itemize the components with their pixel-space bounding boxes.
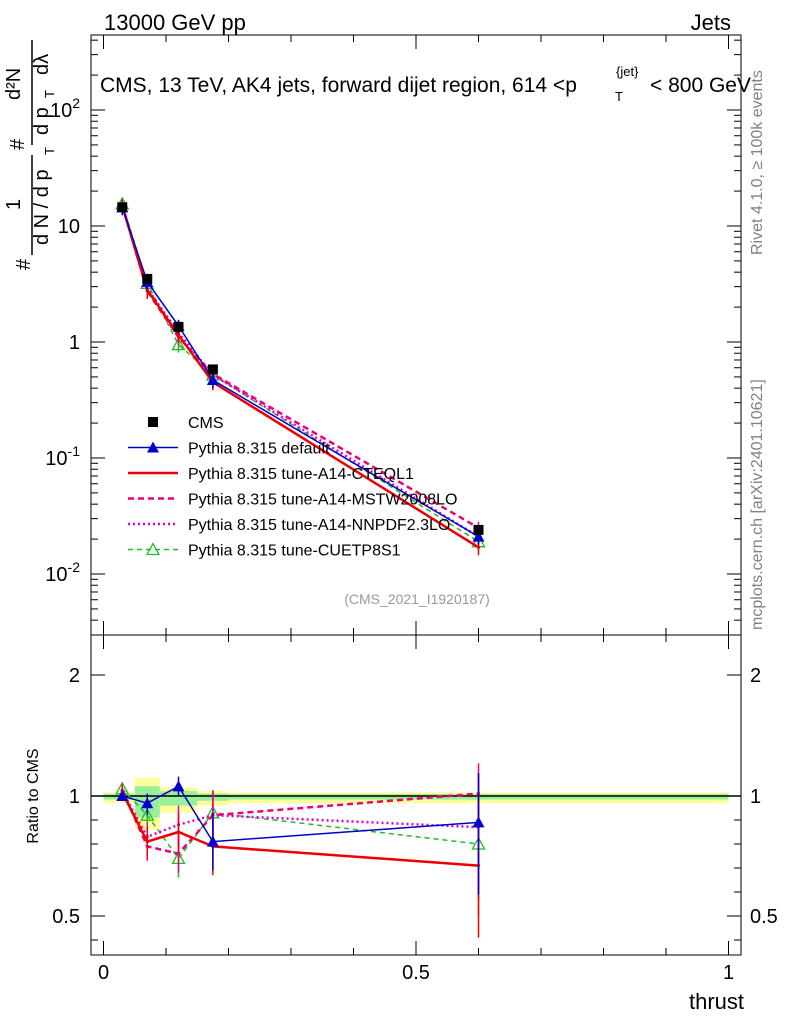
y-label-T1: T	[42, 147, 57, 155]
ratio-point-mstw	[176, 852, 181, 856]
main-y-tick-label: 10-1	[45, 443, 80, 470]
title-main: CMS, 13 TeV, AK4 jets, forward dijet reg…	[100, 74, 577, 97]
main-y-tick-label: 1	[69, 332, 80, 354]
ratio-series	[115, 763, 486, 938]
title-sup: {jet}	[616, 64, 639, 79]
legend-label: CMS	[188, 415, 224, 432]
ratio-series-mstw	[120, 763, 481, 873]
main-point-default	[206, 374, 219, 386]
watermark: (CMS_2021_I1920187)	[344, 591, 490, 607]
x-tick-label: 1	[723, 962, 734, 984]
y-label-hash-1: #	[13, 258, 35, 270]
main-y-ticks: 10-2 10-1 1 10 102	[45, 35, 741, 635]
main-y-label: # 1 d N / d p T # d²N d p T dλ	[3, 40, 57, 270]
ratio-point-default	[116, 790, 129, 801]
header-right: Jets	[691, 10, 731, 35]
ratio-y-label: Ratio to CMS	[25, 748, 42, 843]
y-label-dpT-dl: d p	[31, 107, 53, 135]
ratio-y-tick-label-right: 0.5	[750, 906, 778, 928]
main-series-cms	[117, 202, 484, 535]
main-line-nnpdf	[121, 205, 480, 538]
mcplots-label: mcplots.cern.ch [arXiv:2401.10621]	[749, 379, 766, 630]
main-line-default	[121, 207, 479, 538]
main-point-cteql1	[476, 545, 481, 549]
legend-item-default: Pythia 8.315 default	[128, 441, 330, 458]
main-y-tick-label: 102	[50, 95, 80, 122]
legend-item-nnpdf: Pythia 8.315 tune-A14-NNPDF2.3LO	[128, 517, 450, 534]
legend-marker	[145, 542, 161, 556]
legend-item-mstw: Pythia 8.315 tune-A14-MSTW2008LO	[128, 492, 457, 509]
x-axis-label: thrust	[689, 989, 744, 1014]
legend-label: Pythia 8.315 default	[188, 441, 330, 458]
title-end: < 800 GeV	[650, 74, 751, 97]
ratio-ticks: 0.5 0.5 1 1 2 2 0 0.5 1	[52, 635, 778, 984]
ratio-series-default	[116, 773, 485, 895]
ratio-point-default	[141, 797, 154, 809]
legend-marker	[147, 441, 159, 453]
legend-item-cms: CMS	[148, 415, 224, 432]
legend-label: Pythia 8.315 tune-CUETP8S1	[188, 543, 401, 560]
ratio-point-default	[172, 780, 185, 792]
header-left: 13000 GeV pp	[104, 10, 246, 35]
title-sub: T	[615, 89, 623, 104]
ratio-y-tick-label: 0.5	[52, 906, 80, 928]
main-series-mstw	[120, 198, 481, 536]
y-label-one: 1	[3, 199, 25, 210]
ratio-y-tick-label-right: 1	[750, 786, 761, 808]
main-point-cms	[473, 524, 484, 535]
y-label-dN-dpT: d N / d p	[31, 169, 53, 245]
main-point-cteql1	[176, 333, 181, 337]
y-label-d2N: d²N	[3, 68, 25, 100]
ratio-y-tick-label: 2	[69, 665, 80, 687]
main-y-tick-label: 10-2	[45, 559, 80, 586]
ratio-y-tick-label: 1	[69, 786, 80, 808]
main-panel: 10-2 10-1 1 10 102 (CMS_2021_I1920187) CMS Py…	[45, 34, 742, 636]
main-point-cms	[117, 202, 128, 213]
plot-title: CMS, 13 TeV, AK4 jets, forward dijet reg…	[100, 64, 751, 104]
legend-item-cuetp8s1: Pythia 8.315 tune-CUETP8S1	[128, 542, 401, 560]
ratio-point-default	[206, 835, 219, 847]
legend: CMS Pythia 8.315 default Pythia 8.315 tune…	[128, 415, 457, 560]
x-tick-label: 0.5	[402, 962, 430, 984]
main-y-tick-label: 10	[58, 216, 80, 238]
main-point-default	[472, 530, 485, 542]
ratio-point-cuetp8s1	[140, 807, 155, 821]
ratio-uncertainty-band	[103, 777, 729, 830]
ratio-point-cteql1	[176, 830, 181, 834]
x-tick-label: 0	[98, 962, 109, 984]
main-series	[115, 196, 486, 556]
y-label-dlambda: dλ	[31, 54, 53, 75]
main-point-cms	[173, 321, 184, 332]
y-label-hash-2: #	[7, 138, 29, 150]
legend-label: Pythia 8.315 tune-A14-CTEQL1	[188, 466, 414, 483]
ratio-point-cteql1	[145, 840, 149, 844]
ratio-line-cuetp8s1	[121, 788, 479, 860]
ratio-y-tick-label-right: 2	[750, 665, 761, 687]
ratio-panel: 0.5 0.5 1 1 2 2 0 0.5 1 Ratio to CMS	[25, 634, 778, 984]
main-point-cteql1	[145, 288, 149, 292]
legend-marker	[148, 417, 158, 427]
legend-label: Pythia 8.315 tune-A14-NNPDF2.3LO	[188, 517, 450, 534]
rivet-label: Rivet 4.1.0, ≥ 100k events	[749, 70, 766, 255]
legend-item-cteql1: Pythia 8.315 tune-A14-CTEQL1	[128, 466, 414, 483]
ratio-point-default	[472, 816, 485, 828]
legend-label: Pythia 8.315 tune-A14-MSTW2008LO	[188, 492, 457, 509]
main-point-cms	[142, 273, 153, 284]
main-point-cuetp8s1	[171, 337, 186, 351]
y-label-T2: T	[42, 90, 57, 98]
main-point-cms	[207, 364, 218, 375]
